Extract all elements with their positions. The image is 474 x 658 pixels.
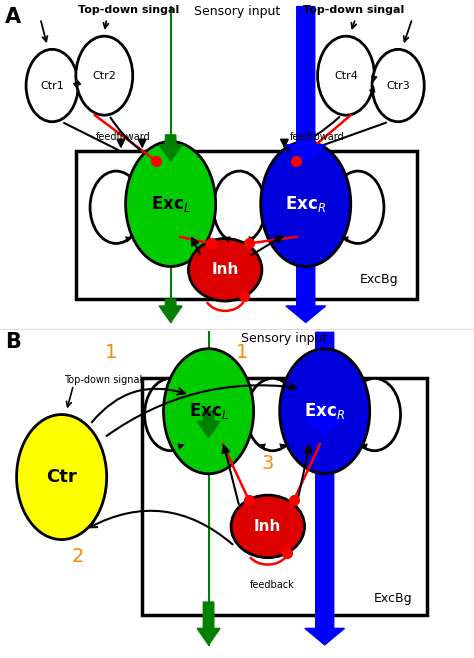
Circle shape	[318, 36, 374, 115]
Circle shape	[280, 349, 370, 474]
FancyArrow shape	[305, 332, 345, 645]
Text: ExcBg: ExcBg	[374, 592, 413, 605]
Text: Ctr4: Ctr4	[334, 70, 358, 81]
FancyArrow shape	[286, 7, 326, 322]
Circle shape	[261, 141, 351, 266]
Text: $\mathbf{Exc}_L$: $\mathbf{Exc}_L$	[189, 401, 228, 421]
Circle shape	[145, 378, 197, 451]
Text: feedback: feedback	[250, 580, 295, 590]
FancyArrow shape	[197, 411, 220, 438]
FancyArrow shape	[159, 299, 182, 322]
Text: Inh: Inh	[211, 263, 239, 277]
Text: feedfoward: feedfoward	[290, 132, 345, 141]
Bar	[76, 151, 417, 299]
FancyArrow shape	[286, 132, 326, 161]
FancyArrow shape	[159, 135, 182, 161]
Text: $\mathbf{Exc}_R$: $\mathbf{Exc}_R$	[304, 401, 345, 421]
Circle shape	[164, 349, 254, 474]
Text: Top-down singal: Top-down singal	[303, 5, 405, 15]
Bar	[142, 378, 427, 615]
Circle shape	[246, 378, 299, 451]
Text: Inh: Inh	[254, 519, 282, 534]
Circle shape	[332, 171, 384, 243]
Text: Top-down signal: Top-down signal	[64, 375, 142, 385]
Text: 1: 1	[236, 343, 248, 361]
Text: 2: 2	[72, 547, 84, 565]
Text: ExcBg: ExcBg	[360, 273, 399, 286]
Circle shape	[372, 49, 424, 122]
Text: B: B	[5, 332, 20, 352]
Text: Ctr1: Ctr1	[40, 80, 64, 91]
Circle shape	[126, 141, 216, 266]
Circle shape	[76, 36, 133, 115]
Text: Sensory input: Sensory input	[194, 5, 280, 18]
Circle shape	[90, 171, 142, 243]
Text: feedfoward: feedfoward	[96, 132, 151, 141]
Text: Ctr3: Ctr3	[386, 80, 410, 91]
Text: 1: 1	[105, 343, 118, 361]
Circle shape	[348, 378, 401, 451]
Text: Ctr: Ctr	[46, 468, 77, 486]
Circle shape	[26, 49, 78, 122]
Circle shape	[213, 171, 265, 243]
Text: $\mathbf{Exc}_R$: $\mathbf{Exc}_R$	[285, 194, 326, 214]
Text: Top-down singal: Top-down singal	[78, 5, 180, 15]
Text: Ctr2: Ctr2	[92, 70, 116, 81]
Ellipse shape	[231, 495, 304, 558]
Text: A: A	[5, 7, 21, 26]
Text: Sensory input: Sensory input	[241, 332, 328, 345]
Text: 3: 3	[262, 455, 274, 473]
Circle shape	[17, 415, 107, 540]
FancyArrow shape	[197, 602, 220, 645]
Ellipse shape	[188, 239, 262, 301]
FancyArrow shape	[305, 405, 345, 434]
Text: $\mathbf{Exc}_L$: $\mathbf{Exc}_L$	[151, 194, 191, 214]
